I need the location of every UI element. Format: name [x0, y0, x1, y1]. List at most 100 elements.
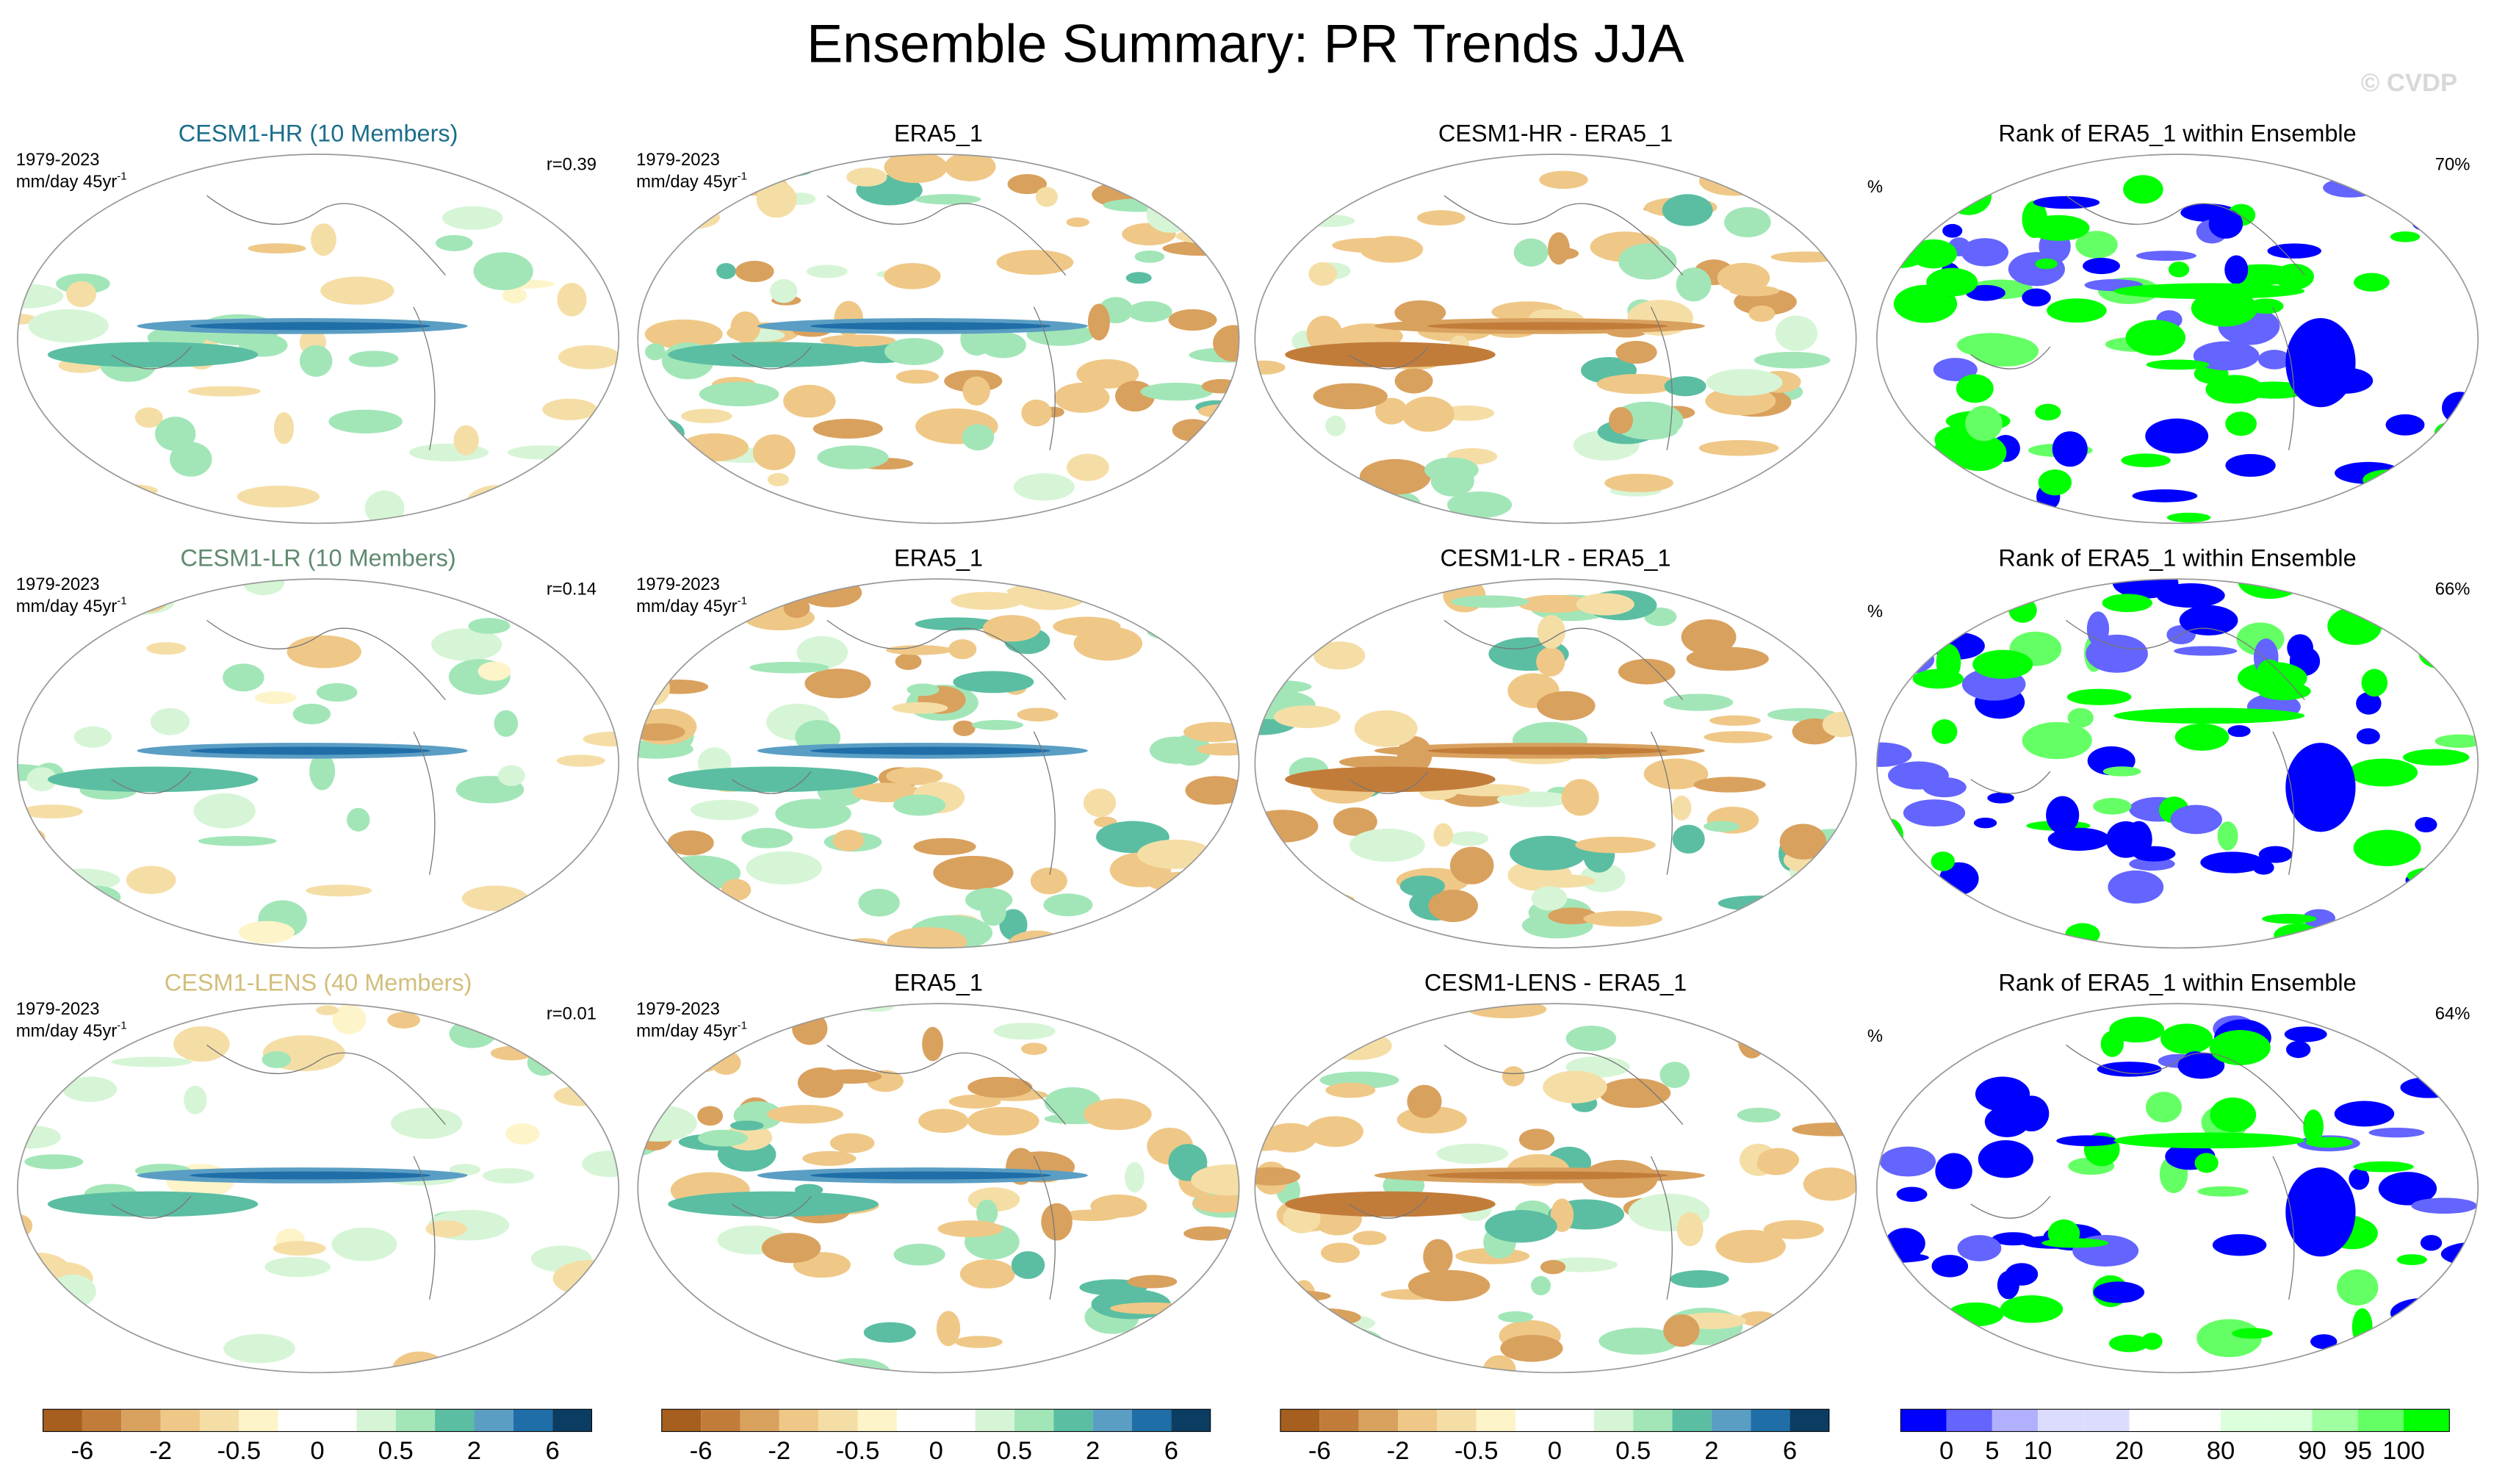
- field-blob: [1536, 691, 1596, 721]
- field-blob: [948, 1094, 1001, 1109]
- field-blob: [1937, 1338, 1961, 1371]
- field-blob: [1803, 624, 1856, 656]
- field-blob: [1931, 1255, 1969, 1278]
- field-blob: [242, 579, 285, 596]
- field-blob: [1021, 399, 1052, 427]
- field-blob: [2380, 478, 2421, 511]
- field-blob: [954, 1336, 1003, 1348]
- colorbar-label: 10: [2024, 1437, 2052, 1465]
- field-blob: [1907, 170, 1933, 187]
- map-outline: [17, 154, 620, 525]
- field-blob: [638, 723, 685, 741]
- field-blob: [2437, 1352, 2476, 1373]
- field-blob: [817, 445, 889, 469]
- field-blob: [1067, 453, 1109, 481]
- field-blob: [937, 1220, 1003, 1238]
- field-band: [1285, 1191, 1496, 1217]
- colorbar-label: 0.5: [1615, 1437, 1651, 1465]
- panel-title: CESM1-LR (10 Members): [180, 545, 455, 572]
- colorbar-box: [1790, 1409, 1829, 1432]
- field-blob: [1354, 710, 1418, 747]
- field-blob: [1183, 923, 1225, 948]
- field-blob: [480, 154, 512, 172]
- field-blob: [962, 424, 995, 451]
- field-blob: [1698, 440, 1779, 456]
- field-blob: [1273, 705, 1341, 729]
- field-blob: [2208, 209, 2243, 239]
- field-blob: [804, 669, 871, 699]
- field-blob: [1485, 1210, 1557, 1243]
- field-blob: [1030, 867, 1067, 895]
- units-exponent: -1: [738, 1019, 747, 1031]
- colorbar-label: 20: [2115, 1437, 2144, 1465]
- units-exponent: -1: [117, 170, 126, 182]
- panel-stat: 70%: [2435, 154, 2470, 174]
- colorbar-box: [2404, 1409, 2450, 1432]
- colorbar-frame: [1900, 1408, 2450, 1433]
- field-blob: [248, 243, 306, 254]
- field-blob: [1256, 478, 1322, 514]
- field-blob: [316, 1005, 339, 1015]
- field-blob: [1083, 1098, 1152, 1131]
- colorbar-box: [1751, 1409, 1790, 1432]
- field-blob: [431, 628, 502, 661]
- colorbar-box: [1053, 1409, 1093, 1432]
- field-blob: [1201, 378, 1239, 394]
- field-blob: [2454, 1040, 2479, 1051]
- units-text: mm/day 45yr: [636, 597, 738, 616]
- field-blob: [1671, 795, 1692, 821]
- field-blob: [721, 879, 752, 901]
- units-label: mm/day 45yr-1: [636, 170, 747, 192]
- field-blob: [2287, 634, 2313, 662]
- field-band: [47, 342, 259, 368]
- field-blob: [494, 710, 519, 737]
- field-blob: [1192, 1194, 1239, 1213]
- coastline: [731, 195, 1067, 450]
- figure-title: Ensemble Summary: PR Trends JJA: [807, 12, 1684, 73]
- field-blob: [2327, 607, 2382, 645]
- field-blob: [1779, 824, 1827, 860]
- field-blob: [2145, 1092, 2182, 1123]
- field-blob: [1718, 896, 1797, 911]
- field-blob: [1325, 1082, 1376, 1098]
- field-blob: [584, 638, 619, 660]
- panel-title: CESM1-LENS (40 Members): [165, 970, 472, 996]
- panel-stat: r=0.14: [547, 580, 597, 599]
- field-blob: [638, 217, 668, 243]
- field-blob: [1103, 579, 1128, 600]
- field-blob: [2209, 1029, 2271, 1065]
- colorbar-box: [701, 1409, 740, 1432]
- field-blob: [1255, 505, 1311, 522]
- field-blob: [767, 472, 790, 486]
- field-blob: [691, 799, 760, 821]
- colorbar-label: 90: [2298, 1437, 2327, 1465]
- colorbar-label: -2: [768, 1437, 790, 1465]
- field-blob: [886, 767, 943, 785]
- colorbar-box: [1131, 1409, 1172, 1432]
- field-blob: [309, 752, 336, 790]
- field-band: [1427, 746, 1668, 755]
- field-blob: [2378, 1172, 2437, 1206]
- panel-stat: 66%: [2435, 580, 2470, 599]
- field-blob: [1897, 925, 1942, 941]
- field-blob: [1576, 593, 1635, 616]
- period-label: 1979-2023: [636, 999, 720, 1019]
- field-blob: [558, 345, 619, 370]
- colorbar-box: [1437, 1409, 1477, 1432]
- colorbar-box: [661, 1409, 702, 1432]
- field-blob: [1947, 1302, 2004, 1327]
- field-band: [2113, 1132, 2305, 1149]
- field-blob: [922, 1026, 943, 1062]
- field-blob: [2038, 469, 2072, 496]
- field-blob: [749, 1360, 795, 1373]
- field-blob: [1196, 612, 1239, 643]
- colorbar-box: [2357, 1409, 2404, 1432]
- field-blob: [173, 1026, 230, 1062]
- field-blob: [1110, 1302, 1192, 1314]
- field-blob: [2102, 766, 2141, 777]
- map-outline: [1254, 154, 1857, 525]
- field-blob: [1615, 340, 1657, 364]
- field-blob: [819, 1358, 891, 1373]
- field-blob: [2210, 1097, 2257, 1133]
- map-outline: [637, 154, 1240, 525]
